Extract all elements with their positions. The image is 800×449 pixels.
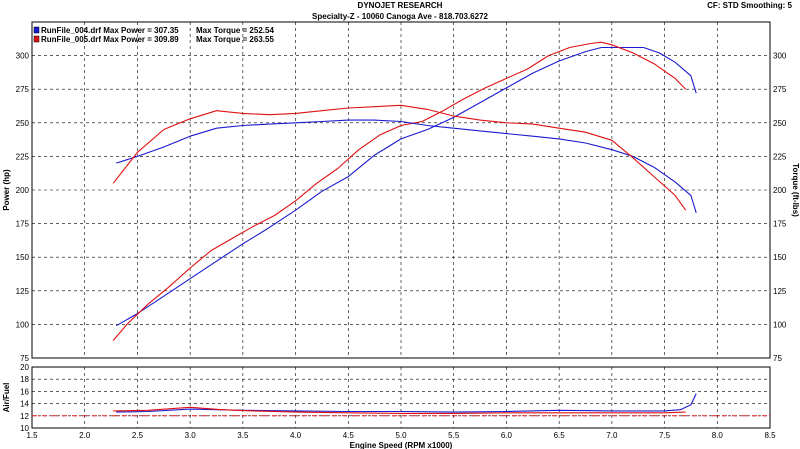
y-tick-label-left: 275	[16, 85, 30, 94]
y-tick-label-left: 75	[20, 354, 29, 363]
y-tick-label-left: 175	[16, 220, 30, 229]
y-tick-label-right: 225	[773, 152, 787, 161]
series-line-torque	[116, 119, 697, 213]
x-tick-label: 1.5	[26, 431, 38, 440]
chart-title: DYNOJET RESEARCH	[357, 1, 443, 10]
af-y-tick-label: 10	[20, 424, 29, 433]
y-tick-label-left: 125	[16, 287, 30, 296]
y-tick-label-right: 75	[773, 354, 782, 363]
legend: RunFile_004.drf Max Power = 307.35 Max To…	[33, 26, 274, 44]
y-tick-label-right: 150	[773, 253, 787, 262]
y-tick-label-right: 100	[773, 320, 787, 329]
chart-subtitle: Specialty-Z - 10060 Canoga Ave - 818.703…	[312, 12, 488, 21]
x-tick-label: 3.0	[185, 431, 197, 440]
series-line-power	[116, 46, 697, 327]
af-y-tick-label: 16	[20, 387, 29, 396]
x-tick-label: 2.0	[79, 431, 91, 440]
y-tick-label-right: 125	[773, 287, 787, 296]
y-axis-label-airfuel: Air/Fuel	[2, 383, 11, 413]
x-axis-label: Engine Speed (RPM x1000)	[350, 441, 453, 449]
y-tick-label-left: 100	[16, 320, 30, 329]
x-tick-label: 7.5	[659, 431, 671, 440]
x-tick-label: 5.5	[448, 431, 460, 440]
legend-torque-label: Max Torque = 252.54	[196, 26, 274, 35]
x-tick-label: 8.5	[764, 431, 776, 440]
series-line-airfuel	[116, 393, 697, 413]
x-tick-label: 3.5	[237, 431, 249, 440]
y-tick-label-left: 300	[16, 52, 30, 61]
correction-factor-info: CF: STD Smoothing: 5	[707, 1, 792, 10]
legend-swatch	[33, 26, 40, 34]
y-tick-label-right: 175	[773, 220, 787, 229]
power-torque-plot: 75 75 100 100 125 125 150 150 175 175 200 200 225 225…	[2, 21, 800, 363]
y-tick-label-left: 225	[16, 152, 30, 161]
y-axis-label-torque: Torque (ft-lbs)	[791, 163, 800, 217]
legend-label: RunFile_005.drf Max Power = 309.89	[41, 35, 179, 44]
y-tick-label-right: 250	[773, 119, 787, 128]
x-tick-label: 6.0	[501, 431, 513, 440]
series-line-airfuel	[113, 406, 686, 414]
af-y-tick-label: 20	[20, 363, 29, 372]
af-y-tick-label: 14	[20, 400, 29, 409]
y-tick-label-right: 275	[773, 85, 787, 94]
y-tick-label-right: 300	[773, 52, 787, 61]
series-line-torque	[112, 104, 687, 211]
x-tick-label: 2.5	[132, 431, 144, 440]
legend-torque-label: Max Torque = 263.55	[196, 35, 274, 44]
legend-label: RunFile_004.drf Max Power = 307.35	[41, 26, 179, 35]
x-tick-label: 6.5	[554, 431, 566, 440]
x-tick-label: 4.5	[343, 431, 355, 440]
x-tick-label: 4.0	[290, 431, 302, 440]
af-y-tick-label: 12	[20, 412, 29, 421]
air-fuel-plot: 1.5 2.0 2.5 3.0 3.5 4.0 4.5 5.0 5.5 6.0 6.5 7.0 7.5 8…	[2, 363, 776, 449]
y-tick-label-right: 200	[773, 186, 787, 195]
x-tick-label: 7.0	[606, 431, 618, 440]
x-tick-label: 5.0	[395, 431, 407, 440]
y-tick-label-left: 200	[16, 186, 30, 195]
x-tick-label: 8.0	[712, 431, 724, 440]
af-y-tick-label: 18	[20, 375, 29, 384]
y-tick-label-left: 250	[16, 119, 30, 128]
y-tick-label-left: 150	[16, 253, 30, 262]
y-axis-label-power: Power (hp)	[2, 169, 11, 211]
legend-swatch	[33, 35, 40, 43]
